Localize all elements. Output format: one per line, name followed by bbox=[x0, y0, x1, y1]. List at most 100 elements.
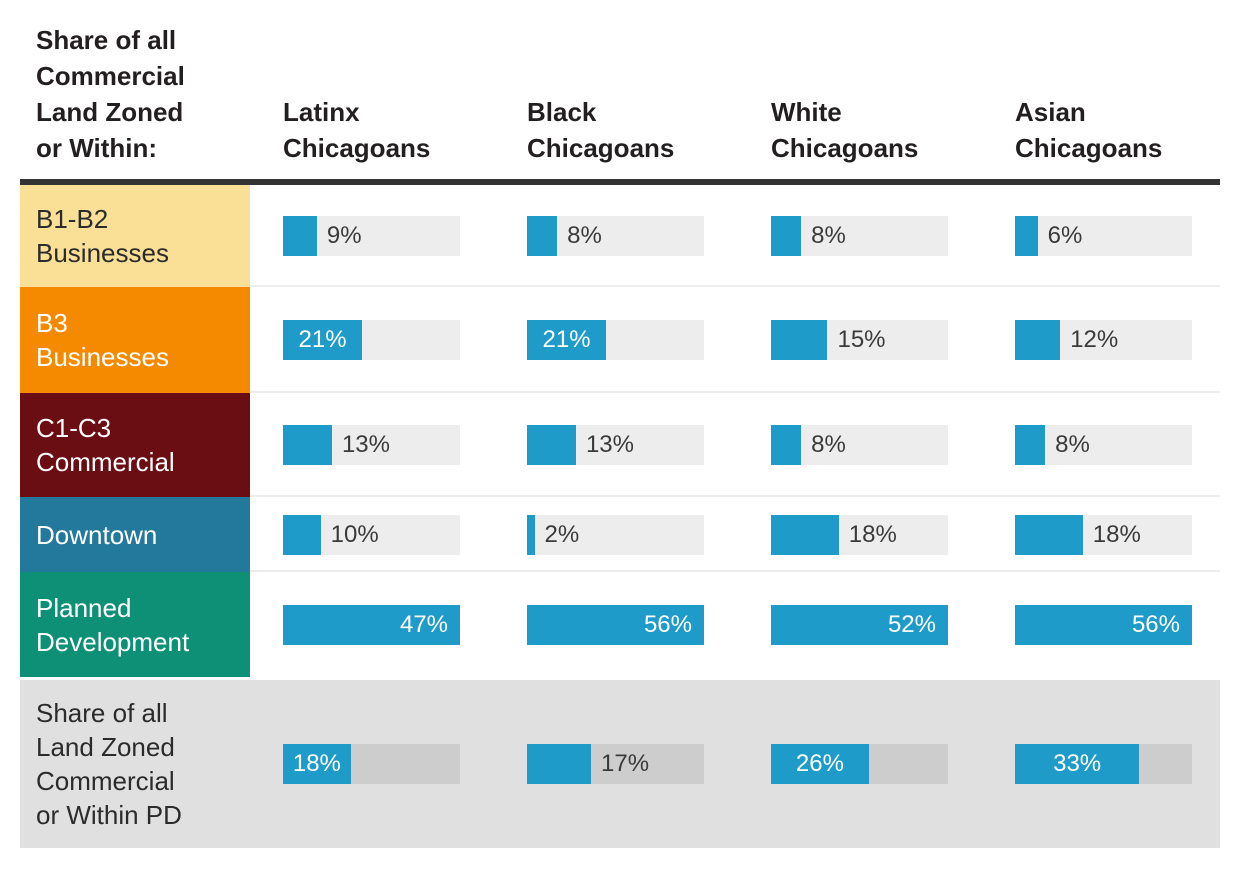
bar-track: 21% bbox=[283, 320, 460, 360]
chart-content: Share of all Commercial Land Zoned or Wi… bbox=[20, 0, 1220, 848]
bar-value-label: 56% bbox=[1131, 610, 1180, 638]
bar-track: 18% bbox=[283, 744, 460, 784]
bar-fill bbox=[283, 425, 332, 465]
bar-track: 18% bbox=[1015, 514, 1192, 555]
bar-value-label: 47% bbox=[399, 610, 448, 638]
bar-track: 56% bbox=[1015, 604, 1192, 645]
bar-fill bbox=[527, 425, 576, 465]
bar-value-label: 8% bbox=[811, 222, 846, 249]
bar-fill bbox=[771, 216, 802, 256]
summary-row: Share of all Land Zoned Commercial or Wi… bbox=[20, 680, 1220, 848]
row-bars: 47% 56% 52% 56% bbox=[250, 572, 1220, 677]
bar-fill bbox=[771, 425, 802, 465]
bar-value-label: 13% bbox=[341, 431, 390, 458]
bar-fill bbox=[1015, 514, 1083, 555]
bar-fill bbox=[1015, 320, 1061, 360]
bar-track: 8% bbox=[771, 425, 948, 465]
row-label: B3 Businesses bbox=[20, 287, 250, 393]
column-header-asian: Asian Chicagoans bbox=[1015, 97, 1163, 163]
bar-value-label: 8% bbox=[811, 431, 846, 458]
bar-track: 8% bbox=[771, 216, 948, 256]
bar-track: 21% bbox=[527, 320, 704, 360]
bar-track: 13% bbox=[527, 425, 704, 465]
table-row: B3 Businesses 21% 21% 15% 12% bbox=[20, 287, 1220, 393]
bar-track: 12% bbox=[1015, 320, 1192, 360]
bar-track: 10% bbox=[283, 514, 460, 555]
bar-value-label: 56% bbox=[643, 610, 692, 638]
column-header-latinx: Latinx Chicagoans bbox=[283, 97, 431, 163]
bar-fill bbox=[283, 744, 351, 784]
row-label: C1-C3 Commercial bbox=[20, 393, 250, 497]
bar-fill bbox=[1015, 604, 1192, 645]
bar-fill bbox=[527, 604, 704, 645]
bar-fill bbox=[527, 320, 607, 360]
bar-fill bbox=[771, 744, 869, 784]
bar-track: 26% bbox=[771, 744, 948, 784]
row-label: Downtown bbox=[20, 497, 250, 572]
bar-value-label: 8% bbox=[1055, 431, 1090, 458]
bar-value-label: 13% bbox=[585, 431, 634, 458]
bar-track: 6% bbox=[1015, 216, 1192, 256]
bar-value-label: 17% bbox=[601, 750, 650, 777]
bar-value-label: 12% bbox=[1070, 326, 1119, 353]
row-separator bbox=[250, 391, 1220, 393]
row-bars: 18% 17% 26% 33% bbox=[250, 680, 1220, 848]
bar-value-label: 15% bbox=[837, 326, 886, 353]
bar-fill bbox=[283, 216, 317, 256]
bar-value-label: 52% bbox=[887, 610, 936, 638]
table-row: Planned Development 47% 56% 52% 56% bbox=[20, 572, 1220, 677]
bar-fill bbox=[283, 604, 460, 645]
row-bars: 9% 8% 8% 6% bbox=[250, 185, 1220, 287]
row-separator bbox=[250, 285, 1220, 287]
row-label: Planned Development bbox=[20, 572, 250, 677]
bar-value-label: 26% bbox=[795, 750, 844, 777]
row-separator bbox=[250, 570, 1220, 572]
bar-fill bbox=[527, 744, 592, 784]
header-divider bbox=[20, 179, 1220, 185]
bar-value-label: 33% bbox=[1053, 750, 1102, 777]
table-row: Downtown 10% 2% 18% 18% bbox=[20, 497, 1220, 572]
bar-value-label: 21% bbox=[542, 326, 591, 353]
row-bars: 21% 21% 15% 12% bbox=[250, 287, 1220, 393]
bar-track: 8% bbox=[1015, 425, 1192, 465]
table-row: C1-C3 Commercial 13% 13% 8% 8% bbox=[20, 393, 1220, 497]
column-header-black: Black Chicagoans bbox=[527, 97, 675, 163]
bar-value-label: 8% bbox=[567, 222, 602, 249]
chart-header: Share of all Commercial Land Zoned or Wi… bbox=[20, 0, 1220, 179]
row-label: B1-B2 Businesses bbox=[20, 185, 250, 287]
bar-fill bbox=[1015, 744, 1140, 784]
bar-track: 33% bbox=[1015, 744, 1192, 784]
row-separator bbox=[250, 495, 1220, 497]
bar-fill bbox=[771, 604, 948, 645]
row-bars: 10% 2% 18% 18% bbox=[250, 497, 1220, 572]
bar-value-label: 18% bbox=[848, 520, 897, 548]
column-headers: Latinx Chicagoans Black Chicagoans White… bbox=[250, 94, 1220, 179]
bar-fill bbox=[1015, 216, 1038, 256]
row-bars: 13% 13% 8% 8% bbox=[250, 393, 1220, 497]
bar-fill bbox=[527, 514, 535, 555]
bar-track: 17% bbox=[527, 744, 704, 784]
bar-fill bbox=[771, 320, 828, 360]
bar-track: 13% bbox=[283, 425, 460, 465]
bar-track: 52% bbox=[771, 604, 948, 645]
table-row: B1-B2 Businesses 9% 8% 8% 6% bbox=[20, 185, 1220, 287]
bar-value-label: 10% bbox=[330, 520, 379, 548]
bar-track: 18% bbox=[771, 514, 948, 555]
column-header-white: White Chicagoans bbox=[771, 97, 919, 163]
bar-value-label: 6% bbox=[1047, 222, 1083, 249]
bar-track: 9% bbox=[283, 216, 460, 256]
bar-track: 56% bbox=[527, 604, 704, 645]
bar-track: 15% bbox=[771, 320, 948, 360]
bar-track: 8% bbox=[527, 216, 704, 256]
bar-fill bbox=[283, 514, 321, 555]
bar-value-label: 18% bbox=[292, 750, 341, 777]
bar-fill bbox=[283, 320, 363, 360]
bar-fill bbox=[1015, 425, 1046, 465]
chart-rows: B1-B2 Businesses 9% 8% 8% 6% B3 Businesses 21%… bbox=[20, 185, 1220, 677]
bar-value-label: 9% bbox=[326, 222, 362, 249]
summary-row-label: Share of all Land Zoned Commercial or Wi… bbox=[36, 698, 182, 830]
summary-section: Share of all Land Zoned Commercial or Wi… bbox=[20, 680, 1220, 848]
chart-title: Share of all Commercial Land Zoned or Wi… bbox=[36, 25, 185, 163]
bar-fill bbox=[771, 514, 839, 555]
